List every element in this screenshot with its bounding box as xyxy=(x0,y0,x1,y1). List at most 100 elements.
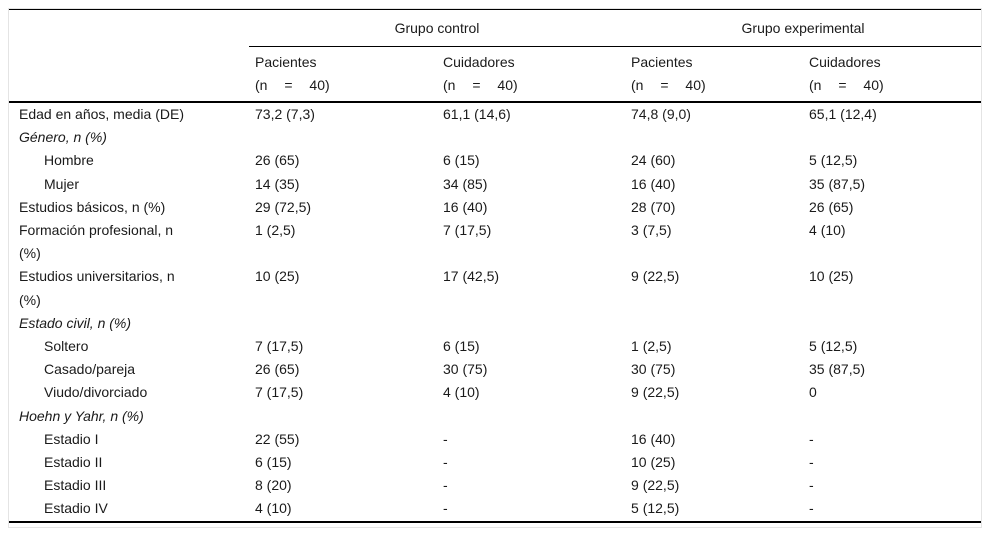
cell-value: 1 (2,5) xyxy=(631,338,672,355)
cell-value: 9 (22,5) xyxy=(631,384,680,401)
cell-value: 24 (60) xyxy=(631,152,676,169)
column-title: Cuidadores xyxy=(443,54,515,70)
row-label: Formación profesional, n (%) xyxy=(19,222,174,262)
cell-value xyxy=(437,405,625,428)
cell-value: 4 (10) xyxy=(443,384,480,401)
cell-value: - xyxy=(443,430,448,447)
cell-value xyxy=(249,312,437,335)
cell-value: - xyxy=(443,454,448,471)
cell-value: 10 (25) xyxy=(255,268,300,285)
cell-value: - xyxy=(443,477,448,494)
cell-value: 14 (35) xyxy=(255,175,300,192)
row-label: Estadio I xyxy=(44,430,99,447)
table-row: Estadio II 6 (15) - 10 (25) - xyxy=(9,451,981,474)
column-sample-size: (n = 40) xyxy=(809,77,884,93)
cell-value: 9 (22,5) xyxy=(631,477,680,494)
row-label: Estadio III xyxy=(44,477,107,494)
subheader-row: Pacientes (n = 40) Cuidadores (n = 40) P… xyxy=(9,46,981,103)
table-row: Estadio III 8 (20) - 9 (22,5) - xyxy=(9,474,981,497)
cell-value: 7 (17,5) xyxy=(443,222,492,239)
cell-value: 4 (10) xyxy=(255,500,292,517)
column-sample-size: (n = 40) xyxy=(443,77,518,93)
cell-value xyxy=(249,126,437,149)
cell-value: 34 (85) xyxy=(443,175,488,192)
row-label: Estudios básicos, n (%) xyxy=(19,198,166,215)
cell-value: 61,1 (14,6) xyxy=(443,106,511,122)
table-row: Género, n (%) xyxy=(9,126,981,149)
cell-value: 3 (7,5) xyxy=(631,222,672,239)
table-row: Estudios básicos, n (%) 29 (72,5) 16 (40) 2… xyxy=(9,196,981,219)
row-label: Edad en años, media (DE) xyxy=(19,106,184,122)
table-header: Grupo control Grupo experimental Pacient… xyxy=(9,9,981,103)
cell-value: 73,2 (7,3) xyxy=(255,106,315,122)
row-label: Estudios universitarios, n (%) xyxy=(19,268,175,308)
cell-value: - xyxy=(809,500,814,517)
table-row: Viudo/divorciado 7 (17,5) 4 (10) 9 (22,5) 0 xyxy=(9,381,981,404)
cell-value: 26 (65) xyxy=(255,361,300,378)
cell-value: 22 (55) xyxy=(255,430,300,447)
cell-value: 26 (65) xyxy=(809,198,854,215)
cell-value xyxy=(437,312,625,335)
cell-value: 16 (40) xyxy=(631,430,676,447)
cell-value xyxy=(625,405,803,428)
cell-value: 29 (72,5) xyxy=(255,198,312,215)
demographics-table: Grupo control Grupo experimental Pacient… xyxy=(9,9,981,523)
cell-value: 16 (40) xyxy=(631,175,676,192)
row-label: Estado civil, n (%) xyxy=(19,314,132,331)
table-row: Mujer 14 (35) 34 (85) 16 (40) 35 (87,5) xyxy=(9,173,981,196)
cell-value: 7 (17,5) xyxy=(255,384,304,401)
cell-value: 30 (75) xyxy=(443,361,488,378)
table-row: Estadio I 22 (55) - 16 (40) - xyxy=(9,428,981,451)
cell-value: 6 (15) xyxy=(443,152,480,169)
cell-value: 7 (17,5) xyxy=(255,338,304,355)
row-label: Estadio IV xyxy=(44,500,108,517)
cell-value: 10 (25) xyxy=(809,268,854,285)
stub-cell xyxy=(9,46,249,103)
row-label: Mujer xyxy=(44,175,80,192)
cell-value: 6 (15) xyxy=(255,454,292,471)
cell-value: 17 (42,5) xyxy=(443,268,500,285)
table-row: Estudios universitarios, n (%) 10 (25) 17 … xyxy=(9,265,981,311)
row-label: Viudo/divorciado xyxy=(44,384,148,401)
row-label: Género, n (%) xyxy=(19,129,107,146)
table-row: Formación profesional, n (%) 1 (2,5) 7 (17… xyxy=(9,219,981,265)
cell-value xyxy=(803,126,981,149)
cell-value: 26 (65) xyxy=(255,152,300,169)
row-label: Casado/pareja xyxy=(44,361,136,378)
column-sample-size: (n = 40) xyxy=(631,77,706,93)
cell-value: - xyxy=(443,500,448,517)
cell-value: 1 (2,5) xyxy=(255,222,296,239)
cell-value: 5 (12,5) xyxy=(631,500,680,517)
row-label: Hombre xyxy=(44,152,94,169)
column-header-control-pacientes: Pacientes (n = 40) xyxy=(249,46,437,103)
demographics-table-frame: Grupo control Grupo experimental Pacient… xyxy=(8,8,982,528)
cell-value: - xyxy=(809,454,814,471)
cell-value xyxy=(803,312,981,335)
cell-value: - xyxy=(809,477,814,494)
cell-value: 9 (22,5) xyxy=(631,268,680,285)
table-row: Hoehn y Yahr, n (%) xyxy=(9,405,981,428)
column-title: Pacientes xyxy=(255,54,317,70)
cell-value: - xyxy=(809,430,814,447)
table-row: Estadio IV 4 (10) - 5 (12,5) - xyxy=(9,497,981,521)
row-label: Soltero xyxy=(44,338,89,355)
cell-value: 65,1 (12,4) xyxy=(809,106,877,122)
table-body: Edad en años, media (DE) 73,2 (7,3) 61,1 (… xyxy=(9,102,981,522)
cell-value xyxy=(437,126,625,149)
group-header-control: Grupo control xyxy=(249,9,626,47)
column-sample-size: (n = 40) xyxy=(255,77,330,93)
cell-value: 35 (87,5) xyxy=(809,361,866,378)
cell-value xyxy=(249,405,437,428)
cell-value: 30 (75) xyxy=(631,361,676,378)
cell-value: 6 (15) xyxy=(443,338,480,355)
cell-value: 28 (70) xyxy=(631,198,676,215)
column-title: Pacientes xyxy=(631,54,693,70)
table-row: Hombre 26 (65) 6 (15) 24 (60) 5 (12,5) xyxy=(9,149,981,172)
column-title: Cuidadores xyxy=(809,54,881,70)
table-row: Edad en años, media (DE) 73,2 (7,3) 61,1 (… xyxy=(9,102,981,126)
cell-value: 5 (12,5) xyxy=(809,152,858,169)
cell-value: 5 (12,5) xyxy=(809,338,858,355)
column-header-experimental-cuidadores: Cuidadores (n = 40) xyxy=(803,46,981,103)
cell-value: 10 (25) xyxy=(631,454,676,471)
table-row: Soltero 7 (17,5) 6 (15) 1 (2,5) 5 (12,5) xyxy=(9,335,981,358)
